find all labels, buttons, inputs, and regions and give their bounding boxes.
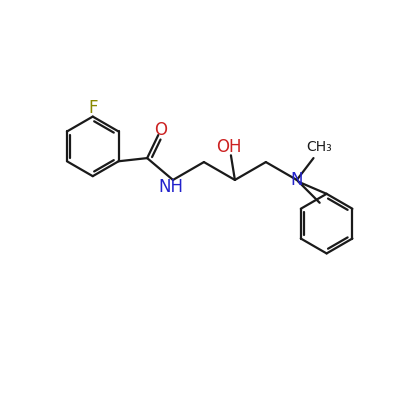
Text: F: F	[89, 99, 98, 117]
Text: O: O	[154, 121, 167, 139]
Text: OH: OH	[216, 138, 242, 156]
Text: N: N	[290, 171, 303, 189]
Text: CH₃: CH₃	[306, 140, 332, 154]
Text: NH: NH	[158, 178, 184, 196]
